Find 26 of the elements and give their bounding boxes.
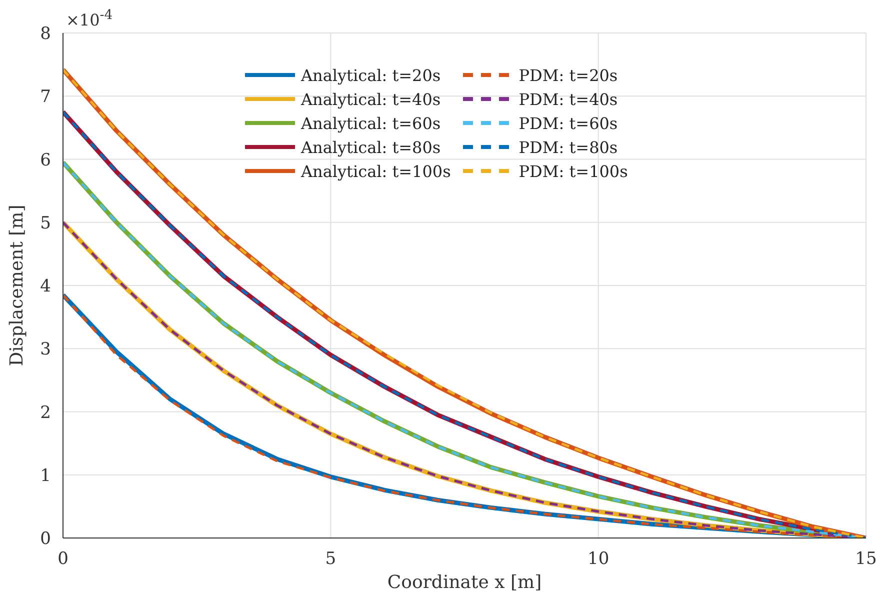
x-tick-label: 0: [58, 549, 68, 570]
y-tick-label: 0: [40, 529, 51, 550]
y-tick-label: 7: [40, 87, 51, 108]
legend-label: Analytical: t=60s: [301, 114, 441, 132]
y-tick-label: 5: [40, 213, 51, 234]
y-tick-label: 8: [40, 24, 51, 44]
x-tick-label: 10: [588, 549, 610, 570]
legend-label: Analytical: t=80s: [301, 138, 441, 156]
y-tick-label: 3: [40, 340, 51, 360]
legend-label: PDM: t=80s: [518, 138, 618, 156]
y-tick-label: 6: [40, 150, 51, 170]
legend-label: PDM: t=20s: [518, 66, 618, 84]
x-tick-label: 15: [855, 549, 877, 570]
legend-label: PDM: t=60s: [518, 114, 618, 132]
legend-label: Analytical: t=20s: [301, 66, 441, 84]
y-tick-label: 1: [40, 466, 51, 486]
y-tick-label: 4: [40, 276, 51, 297]
legend-label: Analytical: t=100s: [301, 162, 451, 180]
legend-label: Analytical: t=40s: [301, 90, 441, 108]
y-tick-label: 2: [40, 402, 51, 423]
legend-label: PDM: t=100s: [518, 162, 628, 180]
x-axis-title: Coordinate x [m]: [387, 572, 542, 593]
text: ×10$^{-4}$: [66, 8, 113, 30]
y-axis-title: Displacement [m]: [6, 204, 28, 366]
legend-label: PDM: t=40s: [518, 90, 618, 108]
x-tick-label: 5: [325, 549, 336, 570]
